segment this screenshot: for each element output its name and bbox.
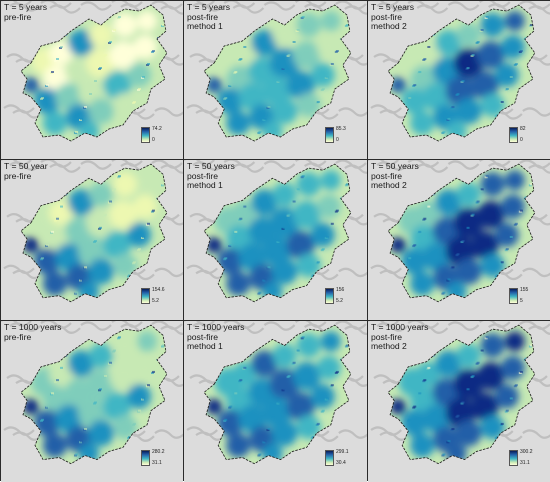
legend-color-ramp [325,288,334,304]
caption-line: method 2 [371,341,407,351]
caption-line: method 1 [187,21,223,31]
legend-min-label: 5.2 [336,298,343,304]
color-legend: 154.6 5.2 [141,288,171,304]
caption-line: post-fire [187,331,219,342]
panel-caption: T = 50 years post-fire method 1 [187,161,235,191]
panel-caption: T = 5 years pre-fire [4,2,48,22]
basin-boundary [20,4,168,142]
caption-line: T = 1000 years [4,322,62,332]
caption-line: T = 50 years [187,161,235,171]
caption-line: method 2 [371,180,407,190]
color-legend: 85.3 0 [325,127,355,143]
caption-line: pre-fire [4,170,32,181]
basin-raster [388,164,535,302]
color-legend: 156 5.2 [325,288,355,304]
panel-caption: T = 1000 years post-fire method 1 [187,322,245,352]
basin-map [184,1,367,159]
panel-caption: T = 50 years post-fire method 2 [371,161,419,191]
legend-min-label: 31.1 [152,460,162,466]
legend-color-ramp [325,450,334,466]
map-panel: T = 5 years post-fire method 1 85.3 0 [184,1,367,159]
basin-boundary [203,4,352,142]
panel-caption: T = 1000 years post-fire method 2 [371,322,429,352]
caption-line: post-fire [187,11,219,22]
basin-map [368,1,550,159]
basin-boundary [203,324,352,465]
panel-caption: T = 50 year pre-fire [4,161,48,181]
legend-max-label: 154.6 [152,287,165,293]
legend-max-label: 82 [520,126,526,132]
legend-min-label: 5 [520,298,523,304]
legend-max-label: 74.2 [152,126,162,132]
caption-line: method 1 [187,341,223,351]
legend-max-label: 85.3 [336,126,346,132]
color-legend: 300.2 31.1 [509,450,539,466]
legend-min-label: 0 [336,137,339,143]
color-legend: 299.1 30.4 [325,450,355,466]
caption-line: T = 1000 years [187,322,245,332]
legend-color-ramp [141,450,150,466]
panel-caption: T = 5 years post-fire method 2 [371,2,415,32]
caption-line: T = 1000 years [371,322,429,332]
legend-color-ramp [141,127,150,143]
map-panel: T = 5 years pre-fire 74.2 0 [1,1,183,159]
legend-max-label: 280.2 [152,449,165,455]
caption-line: T = 5 years [371,2,415,12]
caption-line: post-fire [371,11,403,22]
basin-map [368,160,550,320]
legend-min-label: 0 [152,137,155,143]
legend-min-label: 0 [520,137,523,143]
map-panel: T = 50 years post-fire method 2 155 5 [368,160,550,320]
legend-color-ramp [325,127,334,143]
map-panel: T = 1000 years pre-fire 280.2 31.1 [1,321,183,482]
legend-min-label: 5.2 [152,298,159,304]
caption-line: T = 50 years [371,161,419,171]
basin-map [184,321,367,482]
panel-caption: T = 1000 years pre-fire [4,322,62,342]
legend-color-ramp [509,288,518,304]
legend-max-label: 155 [520,287,529,293]
map-panel: T = 50 years post-fire method 1 156 5.2 [184,160,367,320]
caption-line: method 2 [371,21,407,31]
basin-map [1,321,183,482]
caption-line: post-fire [371,331,403,342]
color-legend: 74.2 0 [141,127,171,143]
caption-line: T = 5 years [187,2,231,12]
panel-caption: T = 5 years post-fire method 1 [187,2,231,32]
caption-line: post-fire [371,170,403,181]
map-panel: T = 1000 years post-fire method 1 299.1 30.4 [184,321,367,482]
legend-min-label: 31.1 [520,460,530,466]
basin-map [368,321,550,482]
basin-boundary [20,163,168,303]
basin-boundary [387,324,536,465]
map-panel: T = 5 years post-fire method 2 82 0 [368,1,550,159]
legend-max-label: 299.1 [336,449,349,455]
basin-map [184,160,367,320]
caption-line: post-fire [187,170,219,181]
basin-boundary [387,163,536,303]
caption-line: method 1 [187,180,223,190]
legend-color-ramp [509,127,518,143]
caption-line: T = 5 years [4,2,48,12]
basin-map [1,1,183,159]
color-legend: 155 5 [509,288,539,304]
basin-boundary [20,324,168,465]
legend-color-ramp [141,288,150,304]
basin-map [1,160,183,320]
legend-color-ramp [509,450,518,466]
caption-line: T = 50 year [4,161,48,171]
basin-boundary [387,4,536,142]
legend-min-label: 30.4 [336,460,346,466]
caption-line: pre-fire [4,11,32,22]
basin-boundary [203,163,352,303]
legend-max-label: 156 [336,287,345,293]
caption-line: pre-fire [4,331,32,342]
color-legend: 280.2 31.1 [141,450,171,466]
legend-max-label: 300.2 [520,449,533,455]
map-panel: T = 50 year pre-fire 154.6 5.2 [1,160,183,320]
color-legend: 82 0 [509,127,539,143]
map-panel: T = 1000 years post-fire method 2 300.2 31.1 [368,321,550,482]
basin-raster [204,164,351,302]
